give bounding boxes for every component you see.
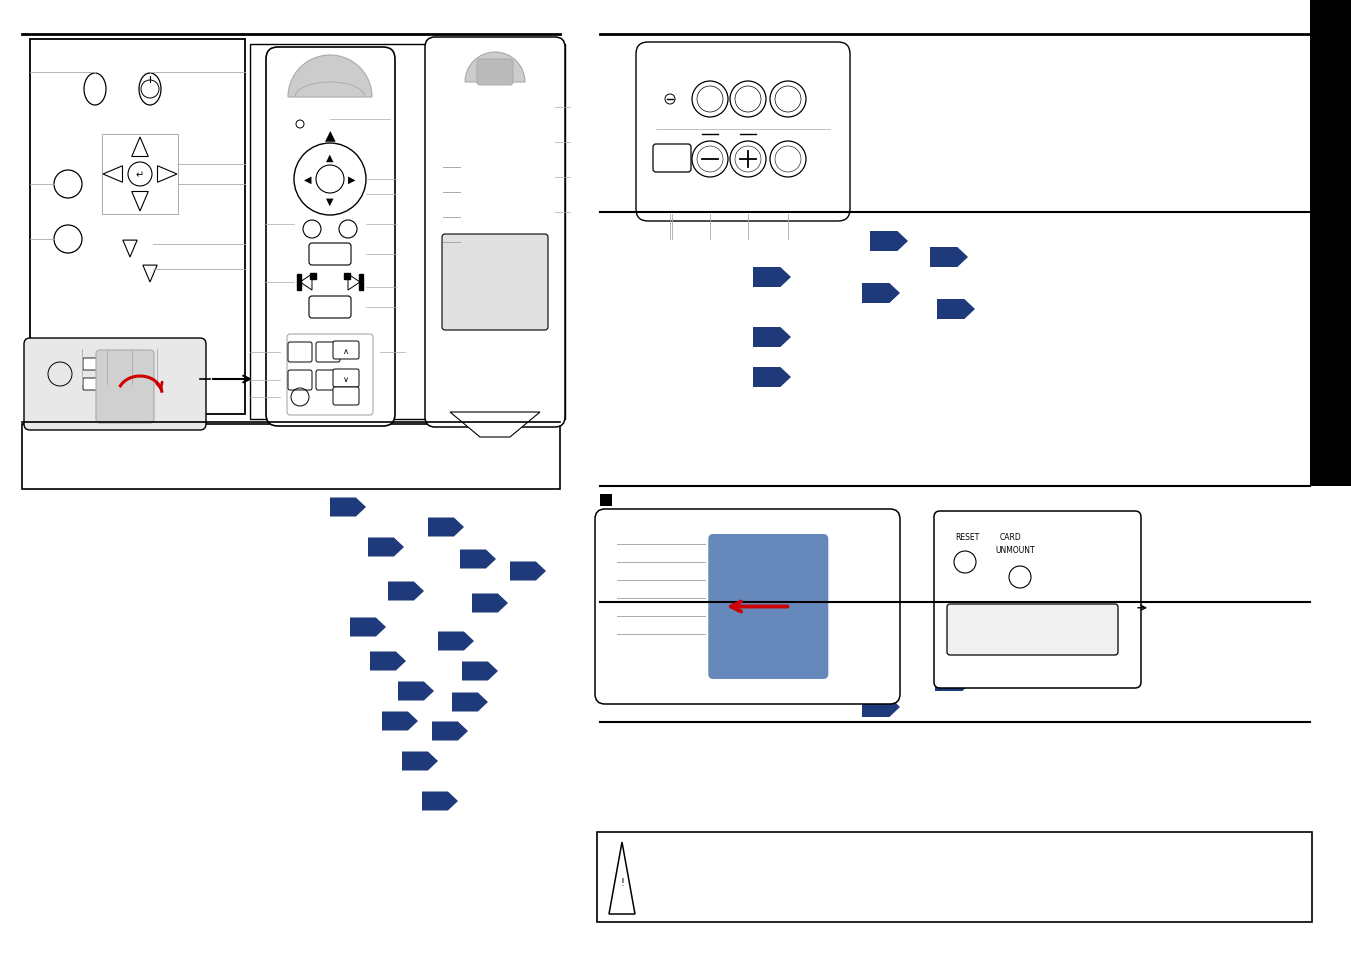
Bar [600,495,612,506]
Bar [309,274,316,280]
FancyBboxPatch shape [103,358,118,371]
Polygon shape [403,752,438,771]
FancyBboxPatch shape [309,296,351,318]
FancyBboxPatch shape [947,604,1119,656]
Polygon shape [509,562,546,581]
Bar [345,274,350,280]
FancyBboxPatch shape [316,343,340,363]
FancyBboxPatch shape [82,378,97,391]
FancyBboxPatch shape [266,48,394,427]
Text: ∧: ∧ [343,346,349,355]
Bar [597,832,1312,923]
Polygon shape [132,193,149,212]
Polygon shape [753,658,790,678]
Polygon shape [462,661,499,680]
FancyBboxPatch shape [594,510,900,704]
FancyBboxPatch shape [332,388,359,406]
Text: CARD: CARD [1000,533,1021,541]
FancyBboxPatch shape [442,234,549,331]
Polygon shape [870,232,908,252]
FancyBboxPatch shape [426,38,565,428]
FancyBboxPatch shape [316,371,340,391]
FancyBboxPatch shape [96,351,154,423]
FancyBboxPatch shape [636,43,850,222]
FancyBboxPatch shape [708,535,828,679]
Polygon shape [132,138,149,157]
Bar [250,45,565,419]
FancyBboxPatch shape [123,378,136,391]
FancyBboxPatch shape [332,341,359,359]
Circle shape [128,341,135,348]
Bar [359,274,363,291]
Polygon shape [753,368,790,388]
Polygon shape [459,550,496,569]
Polygon shape [349,274,359,291]
Polygon shape [935,671,973,691]
FancyBboxPatch shape [309,244,351,266]
Circle shape [154,341,161,348]
FancyBboxPatch shape [653,145,690,172]
Polygon shape [862,631,900,651]
Wedge shape [465,53,526,83]
Text: ▲: ▲ [324,128,335,142]
Polygon shape [428,518,463,537]
Wedge shape [288,56,372,98]
Polygon shape [753,328,790,348]
Text: ∨: ∨ [343,375,349,383]
Circle shape [78,341,85,348]
Circle shape [296,121,304,129]
Polygon shape [609,842,635,914]
Polygon shape [929,248,969,268]
Text: UNMOUNT: UNMOUNT [994,545,1035,555]
FancyBboxPatch shape [286,335,373,416]
Polygon shape [330,498,366,517]
Polygon shape [399,681,434,700]
Polygon shape [938,299,975,319]
Polygon shape [753,609,790,629]
Polygon shape [388,582,424,601]
Polygon shape [350,618,386,637]
Polygon shape [382,712,417,731]
Polygon shape [143,266,157,283]
Polygon shape [422,792,458,811]
Bar [101,135,178,214]
Circle shape [104,341,111,348]
FancyBboxPatch shape [24,338,205,431]
Polygon shape [471,594,508,613]
Polygon shape [367,537,404,557]
FancyBboxPatch shape [332,370,359,388]
Bar [297,274,301,291]
Bar [22,424,561,490]
Text: ▲: ▲ [326,152,334,163]
Polygon shape [370,652,407,671]
Polygon shape [123,241,138,257]
Polygon shape [432,721,467,740]
Text: !: ! [328,132,331,138]
Polygon shape [862,284,900,304]
Text: !: ! [620,877,624,887]
Polygon shape [450,413,540,437]
FancyBboxPatch shape [934,512,1142,688]
Bar [30,40,245,415]
FancyBboxPatch shape [288,371,312,391]
Polygon shape [862,698,900,718]
Polygon shape [300,274,312,291]
Text: ▼: ▼ [326,196,334,207]
Text: RESET: RESET [955,533,979,541]
FancyBboxPatch shape [103,378,118,391]
Polygon shape [753,268,790,288]
Text: ↵: ↵ [136,170,145,180]
Polygon shape [103,167,123,183]
FancyBboxPatch shape [477,60,513,86]
Text: ◀: ◀ [304,174,312,185]
Polygon shape [158,167,177,183]
Polygon shape [453,693,488,712]
FancyBboxPatch shape [288,343,312,363]
Bar [1310,0,1351,486]
FancyBboxPatch shape [123,358,136,371]
Polygon shape [438,632,474,651]
FancyBboxPatch shape [82,358,97,371]
Text: ▶: ▶ [349,174,355,185]
